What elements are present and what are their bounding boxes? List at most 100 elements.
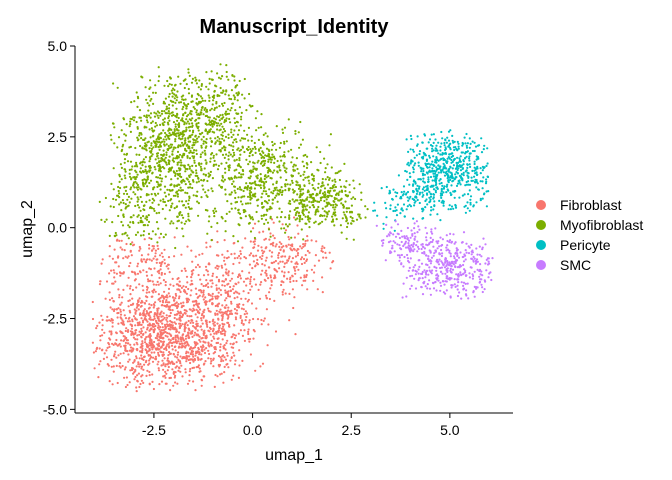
data-point [353, 187, 356, 190]
data-point [306, 155, 309, 158]
data-point [257, 138, 260, 141]
data-point [328, 178, 331, 181]
data-point [465, 289, 468, 292]
data-point [417, 187, 420, 190]
data-point [397, 174, 400, 177]
data-point [178, 326, 182, 329]
data-point [306, 239, 309, 242]
data-point [166, 343, 169, 346]
data-point [173, 97, 176, 100]
data-point [117, 311, 120, 315]
data-point [249, 337, 252, 341]
data-point [142, 289, 145, 292]
data-point [236, 312, 239, 315]
data-point [198, 367, 201, 370]
data-point [401, 296, 404, 299]
data-point [239, 314, 242, 318]
data-point [162, 337, 165, 340]
data-point [179, 82, 182, 85]
data-point [308, 182, 311, 185]
data-point [259, 283, 262, 286]
data-point [166, 148, 169, 151]
data-point [290, 179, 294, 182]
data-point [113, 142, 116, 145]
data-point [190, 276, 193, 279]
data-point [160, 153, 163, 156]
data-point [141, 76, 144, 79]
data-point [157, 247, 160, 250]
data-point [194, 164, 198, 167]
data-point [154, 357, 157, 360]
data-point [195, 308, 198, 311]
data-point [174, 123, 177, 126]
data-point [481, 180, 484, 183]
data-point [444, 152, 448, 155]
data-point [278, 166, 281, 169]
data-point [345, 216, 348, 219]
data-point [424, 206, 427, 209]
data-point [97, 376, 100, 379]
data-point [141, 164, 144, 167]
data-point [212, 318, 215, 321]
data-point [223, 332, 226, 335]
data-point [412, 190, 415, 193]
data-point [160, 380, 164, 383]
data-point [226, 339, 229, 342]
data-point [274, 259, 277, 263]
data-point [232, 333, 235, 336]
data-point [142, 332, 145, 336]
data-point [136, 204, 139, 207]
data-point [294, 255, 297, 258]
data-point [317, 169, 320, 172]
data-point [417, 161, 420, 164]
data-point [303, 274, 306, 277]
data-point [214, 137, 217, 140]
data-point [157, 319, 160, 322]
data-point [144, 156, 147, 159]
data-point [128, 299, 131, 302]
data-point [159, 326, 162, 329]
data-point [215, 163, 218, 166]
data-point [129, 117, 132, 120]
data-point [172, 222, 175, 225]
data-point [156, 326, 160, 329]
data-point [444, 292, 447, 295]
data-point [465, 146, 469, 149]
data-point [334, 206, 337, 209]
data-point [125, 206, 128, 209]
data-point [302, 209, 305, 212]
data-point [260, 318, 263, 322]
data-point [148, 370, 151, 374]
data-point [349, 215, 352, 218]
data-point [145, 299, 148, 302]
data-point [279, 248, 282, 251]
data-point [207, 349, 210, 352]
data-point [259, 152, 262, 155]
data-point [125, 242, 128, 246]
data-point [140, 317, 143, 320]
data-point [251, 267, 254, 270]
data-point [443, 185, 446, 188]
data-point [147, 165, 150, 168]
data-point [151, 120, 154, 123]
data-point [282, 245, 285, 248]
data-point [243, 77, 246, 81]
data-point [248, 104, 251, 107]
data-point [244, 310, 247, 313]
data-point [113, 353, 116, 356]
data-point [483, 288, 486, 291]
data-point [213, 337, 216, 340]
data-point [264, 294, 268, 297]
data-point [235, 341, 238, 344]
data-point [293, 236, 296, 239]
data-point [159, 268, 162, 271]
data-point [235, 112, 238, 115]
data-point [122, 213, 125, 216]
data-point [175, 330, 178, 333]
data-point [169, 361, 172, 364]
data-point [189, 134, 192, 137]
data-point [299, 120, 302, 124]
data-point [291, 257, 294, 260]
data-point [124, 346, 127, 349]
data-point [206, 132, 209, 135]
